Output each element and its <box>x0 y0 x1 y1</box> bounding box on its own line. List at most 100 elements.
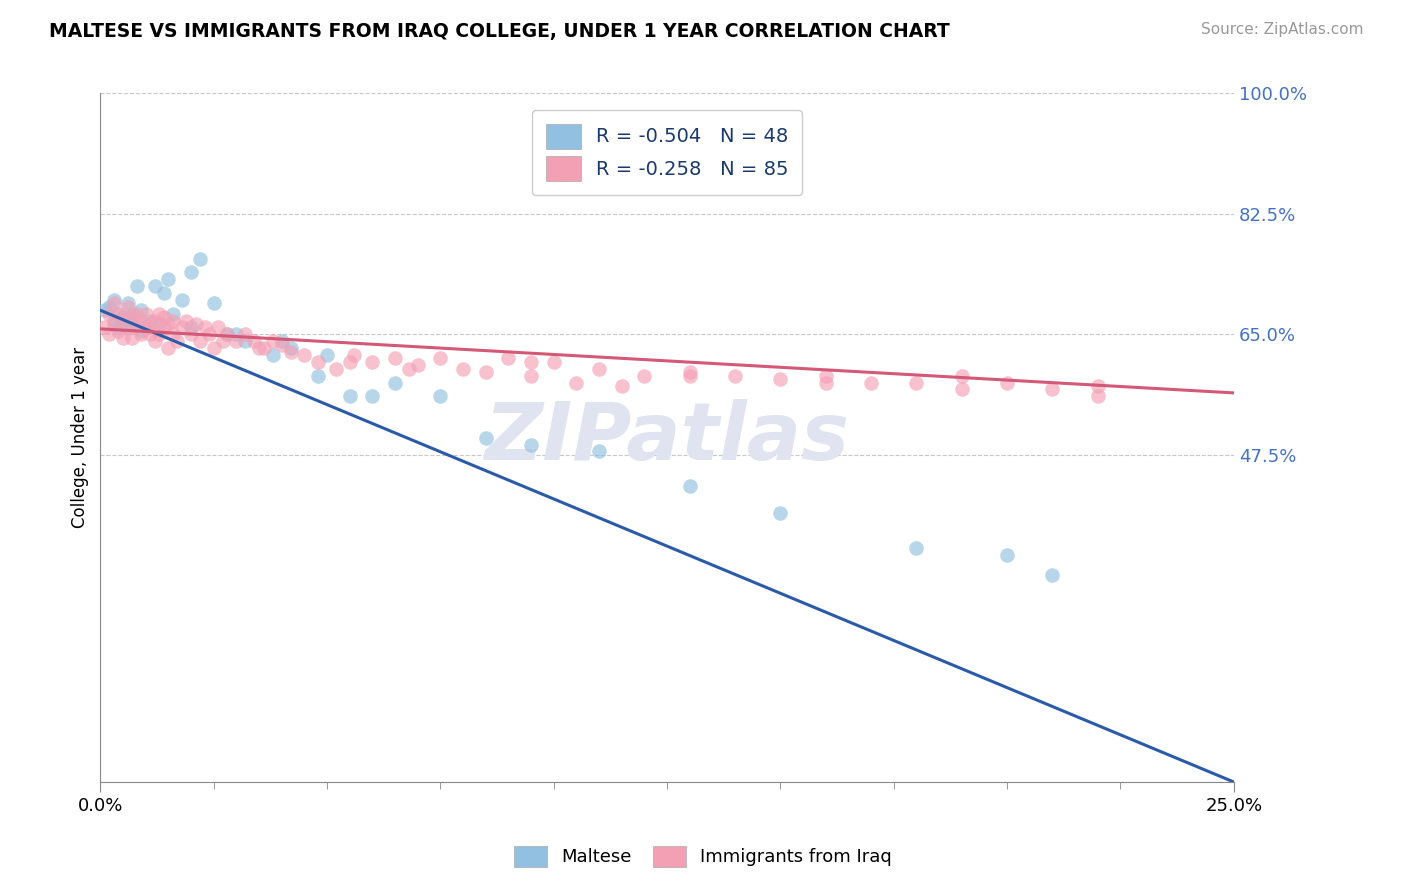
Point <box>153 286 176 301</box>
Point <box>125 279 148 293</box>
Point <box>117 296 139 310</box>
Point <box>103 293 125 307</box>
Point <box>1042 568 1064 582</box>
Point <box>814 376 837 390</box>
Point <box>184 317 207 331</box>
Point <box>995 376 1018 390</box>
Point <box>384 351 406 366</box>
Point <box>995 548 1018 562</box>
Point <box>724 368 747 383</box>
Point <box>166 334 188 349</box>
Point <box>135 320 157 334</box>
Point <box>429 389 451 403</box>
Point <box>860 376 883 390</box>
Point <box>950 383 973 397</box>
Point <box>157 317 180 331</box>
Point <box>679 368 702 383</box>
Point <box>103 313 125 327</box>
Point <box>176 313 198 327</box>
Point <box>117 320 139 334</box>
Point <box>1042 383 1064 397</box>
Point <box>307 368 329 383</box>
Point <box>292 348 315 362</box>
Point <box>111 310 134 325</box>
Point <box>384 376 406 390</box>
Point <box>143 313 166 327</box>
Point <box>211 334 233 349</box>
Point <box>207 320 229 334</box>
Point <box>129 313 152 327</box>
Point <box>270 337 292 351</box>
Point <box>520 355 543 369</box>
Point <box>148 327 170 342</box>
Point <box>188 252 211 266</box>
Point <box>157 341 180 355</box>
Legend: R = -0.504   N = 48, R = -0.258   N = 85: R = -0.504 N = 48, R = -0.258 N = 85 <box>531 110 803 195</box>
Point <box>520 437 543 451</box>
Point <box>202 341 225 355</box>
Point <box>361 389 384 403</box>
Point <box>162 307 184 321</box>
Point <box>280 344 302 359</box>
Point <box>180 320 202 334</box>
Point <box>361 355 384 369</box>
Point <box>217 327 239 342</box>
Point <box>252 341 274 355</box>
Point <box>814 368 837 383</box>
Point <box>633 368 655 383</box>
Point <box>153 310 176 325</box>
Y-axis label: College, Under 1 year: College, Under 1 year <box>72 347 89 528</box>
Point <box>111 310 134 325</box>
Point <box>325 361 347 376</box>
Point <box>180 327 202 342</box>
Point <box>243 334 266 349</box>
Point <box>202 296 225 310</box>
Point <box>588 361 610 376</box>
Point <box>121 310 143 325</box>
Point <box>198 327 221 342</box>
Point <box>170 320 193 334</box>
Point <box>610 379 633 393</box>
Text: ZIPatlas: ZIPatlas <box>485 399 849 476</box>
Point <box>235 334 257 349</box>
Point <box>107 324 129 338</box>
Point <box>121 307 143 321</box>
Point <box>129 303 152 318</box>
Point <box>135 307 157 321</box>
Point <box>117 320 139 334</box>
Point <box>270 334 292 349</box>
Point <box>98 327 121 342</box>
Point <box>94 320 117 334</box>
Point <box>157 272 180 286</box>
Point <box>143 334 166 349</box>
Point <box>170 293 193 307</box>
Point <box>225 334 247 349</box>
Point <box>117 300 139 314</box>
Point <box>339 355 361 369</box>
Point <box>188 334 211 349</box>
Point <box>225 327 247 342</box>
Point <box>148 317 170 331</box>
Point <box>139 327 162 342</box>
Point <box>905 376 928 390</box>
Point <box>148 307 170 321</box>
Point <box>307 355 329 369</box>
Point <box>588 444 610 458</box>
Point <box>1087 389 1109 403</box>
Point <box>153 320 176 334</box>
Point <box>217 327 239 342</box>
Point <box>543 355 565 369</box>
Point <box>129 324 152 338</box>
Point <box>406 359 429 373</box>
Point <box>235 327 257 342</box>
Point <box>679 479 702 493</box>
Point <box>98 300 121 314</box>
Point <box>769 372 792 386</box>
Point <box>121 313 143 327</box>
Point <box>107 307 129 321</box>
Point <box>498 351 520 366</box>
Point <box>125 320 148 334</box>
Point <box>520 368 543 383</box>
Text: MALTESE VS IMMIGRANTS FROM IRAQ COLLEGE, UNDER 1 YEAR CORRELATION CHART: MALTESE VS IMMIGRANTS FROM IRAQ COLLEGE,… <box>49 22 950 41</box>
Point <box>905 541 928 555</box>
